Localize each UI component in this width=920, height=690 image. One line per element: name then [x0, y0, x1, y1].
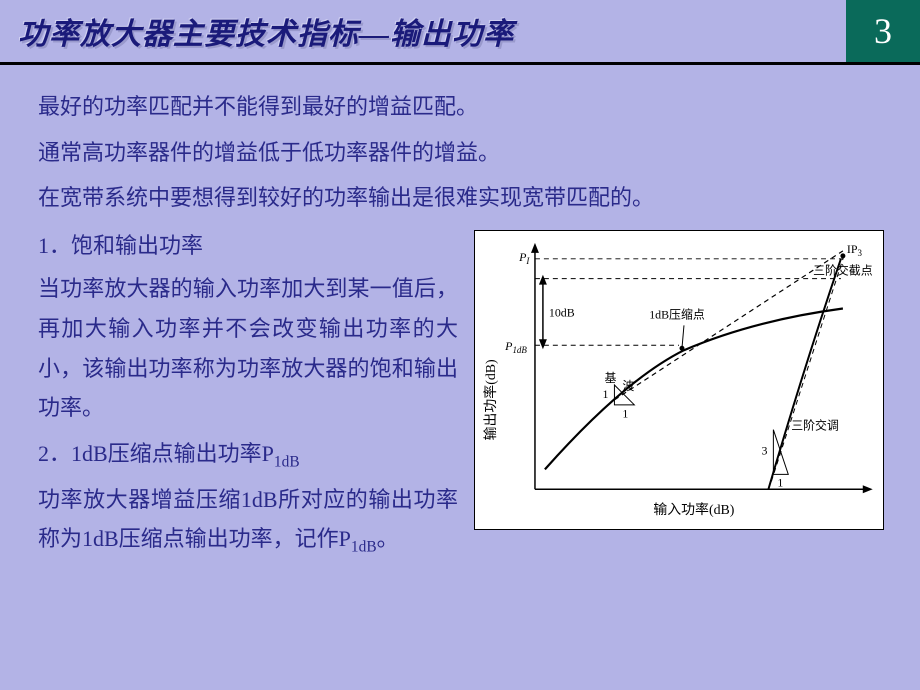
im3-label: 三阶交调 [791, 418, 839, 432]
intro-line-2: 通常高功率器件的增益低于低功率器件的增益。 [38, 133, 890, 173]
y-axis-arrow [531, 243, 539, 253]
fund-label-ji: 基 [605, 371, 617, 385]
ip3-label: 三阶交截点 [813, 263, 873, 277]
comp-point-label: 1dB压缩点 [649, 307, 705, 321]
linear-extrapolation [614, 251, 842, 400]
fund-label-bo: 波 [622, 379, 634, 393]
intro-line-3: 在宽带系统中要想得到较好的功率输出是很难实现宽带匹配的。 [38, 178, 890, 218]
im3-slope-3: 3 [761, 443, 767, 457]
im3-slope-1: 1 [777, 475, 783, 489]
bracket-top-arrow [539, 274, 547, 284]
section2-body-post: 。 [377, 526, 399, 551]
x-axis-arrow [863, 485, 873, 493]
intro-line-1: 最好的功率匹配并不能得到最好的增益匹配。 [38, 87, 890, 127]
ip3-marker [840, 253, 845, 258]
pi-label: PI [518, 250, 530, 266]
ip3-text: IP3 [847, 242, 863, 258]
page-number-box: 3 [846, 0, 920, 62]
content-area: 最好的功率匹配并不能得到最好的增益匹配。 通常高功率器件的增益低于低功率器件的增… [0, 65, 920, 568]
ten-db-label: 10dB [549, 305, 575, 319]
p1db-label: P1dB [504, 339, 527, 355]
x-axis-label: 输入功率(dB) [653, 501, 734, 518]
fund-slope-1a: 1 [622, 407, 628, 421]
y-axis-label: 输出功率(dB) [482, 359, 499, 440]
comp-arrow [682, 325, 684, 348]
section2-title-pre: 2．1dB压缩点输出功率P [38, 441, 274, 466]
compression-chart: 输出功率(dB) 输入功率(dB) [474, 230, 884, 530]
section2-title-sub: 1dB [274, 453, 300, 470]
section2-body: 功率放大器增益压缩1dB所对应的输出功率称为1dB压缩点输出功率，记作P1dB。 [38, 480, 458, 562]
im3-curve [768, 259, 841, 489]
im3-dashed [771, 253, 845, 481]
section2-title: 2．1dB压缩点输出功率P1dB [38, 434, 458, 476]
bracket-bot-arrow [539, 339, 547, 349]
page-number: 3 [874, 10, 892, 52]
chart-svg: 输出功率(dB) 输入功率(dB) [475, 231, 883, 529]
section1-body: 当功率放大器的输入功率加大到某一值后，再加大输入功率并不会改变输出功率的大小，该… [38, 269, 458, 427]
page-title: 功率放大器主要技术指标—输出功率 [18, 9, 514, 53]
section2-body-sub: 1dB [351, 539, 377, 556]
fund-slope-1b: 1 [603, 387, 609, 401]
section1-title: 1．饱和输出功率 [38, 226, 458, 266]
